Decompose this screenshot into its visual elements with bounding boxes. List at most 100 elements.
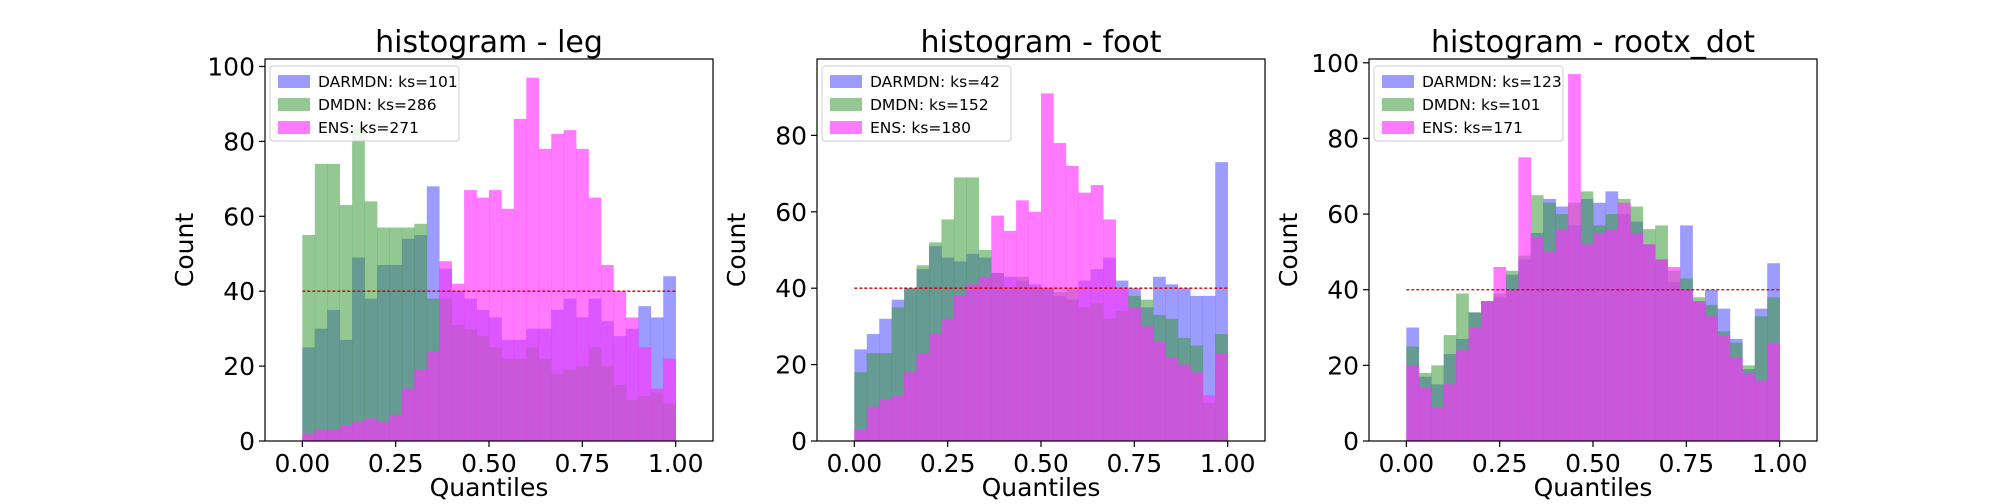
bar xyxy=(1190,372,1204,441)
x-tick-label: 0.25 xyxy=(368,449,424,478)
y-tick-label: 40 xyxy=(223,277,255,306)
bar xyxy=(314,163,328,442)
bar xyxy=(339,426,353,441)
bar xyxy=(1754,380,1768,441)
legend-swatch xyxy=(830,121,862,134)
y-tick-label: 80 xyxy=(1327,124,1359,153)
bar xyxy=(1165,356,1179,441)
bar xyxy=(891,395,905,441)
y-tick-label: 60 xyxy=(223,202,255,231)
y-tick-label: 40 xyxy=(775,274,807,303)
y-tick-label: 20 xyxy=(1327,351,1359,380)
bar xyxy=(1667,267,1681,441)
bar xyxy=(1153,341,1166,441)
y-tick-label: 0 xyxy=(791,427,807,456)
x-tick-label: 0.25 xyxy=(920,449,976,478)
legend-swatch xyxy=(830,98,862,111)
bar xyxy=(1202,395,1216,441)
y-tick-label: 60 xyxy=(1327,200,1359,229)
bar xyxy=(401,388,415,441)
bar xyxy=(551,133,564,441)
bar xyxy=(401,227,415,441)
histogram-panel-foot: histogram - foot Quantiles Count 0.00 0.2… xyxy=(722,25,1266,502)
legend-entry: DMDN: ks=286 xyxy=(318,96,437,114)
bar xyxy=(1729,357,1743,441)
bar xyxy=(1530,236,1544,441)
bar xyxy=(1593,232,1606,441)
bar xyxy=(1443,384,1457,441)
legend-entry: DMDN: ks=101 xyxy=(1422,96,1541,114)
x-tick-label: 0.75 xyxy=(1106,449,1162,478)
x-tick-label: 0.50 xyxy=(461,449,517,478)
bar xyxy=(1456,350,1469,441)
bar xyxy=(1617,202,1631,441)
bar xyxy=(1767,342,1780,441)
x-tick-label: 0.75 xyxy=(1658,449,1714,478)
bar xyxy=(1406,365,1420,441)
bar xyxy=(1103,219,1116,441)
bar xyxy=(613,291,627,441)
bar xyxy=(1705,316,1718,441)
bar xyxy=(1580,244,1594,441)
y-tick-label: 80 xyxy=(775,121,807,150)
y-tick-label: 80 xyxy=(223,127,255,156)
bar xyxy=(314,429,328,441)
bar xyxy=(625,317,639,441)
legend-swatch xyxy=(278,98,310,111)
legend-entry: DARMDN: ks=123 xyxy=(1422,73,1562,91)
bar xyxy=(904,372,917,441)
bar xyxy=(663,358,676,441)
x-tick-label: 0.00 xyxy=(826,449,882,478)
bar xyxy=(1692,301,1706,441)
bar xyxy=(1642,244,1656,441)
chart-title: histogram - rootx_dot xyxy=(1431,25,1755,60)
y-tick-label: 20 xyxy=(775,351,807,380)
bar xyxy=(650,388,664,441)
bar xyxy=(489,190,502,441)
bar xyxy=(377,227,390,441)
bar xyxy=(426,351,440,441)
bar xyxy=(879,398,892,441)
legend-entry: DARMDN: ks=101 xyxy=(318,73,458,91)
histogram-panel-rootx-dot: histogram - rootx_dot Quantiles Count 0.… xyxy=(1274,25,1818,502)
y-axis-label: Count xyxy=(1274,213,1303,287)
bar xyxy=(1215,353,1228,441)
x-axis-label: Quantiles xyxy=(430,473,549,502)
bar xyxy=(364,418,378,441)
bar xyxy=(1140,326,1154,441)
bar xyxy=(588,197,602,441)
bar xyxy=(1003,230,1017,441)
bar xyxy=(929,334,942,441)
bar xyxy=(1028,211,1042,441)
bar xyxy=(501,208,515,441)
bar xyxy=(476,197,490,441)
bar xyxy=(576,148,589,441)
x-tick-label: 0.50 xyxy=(1565,449,1621,478)
bar xyxy=(414,369,428,441)
legend-swatch xyxy=(278,75,310,88)
bar xyxy=(1115,288,1129,441)
bar xyxy=(389,227,403,441)
bar xyxy=(978,276,992,441)
legend-swatch xyxy=(278,121,310,134)
legend-box xyxy=(269,65,460,142)
x-tick-label: 1.00 xyxy=(648,449,704,478)
bar xyxy=(1065,165,1079,441)
x-tick-label: 1.00 xyxy=(1752,449,1808,478)
bar xyxy=(1481,301,1494,441)
bar xyxy=(1680,289,1693,441)
x-tick-label: 0.25 xyxy=(1472,449,1528,478)
bar xyxy=(327,163,340,442)
histogram-panel-leg: histogram - leg Quantiles Count 0.00 0.25… xyxy=(170,25,714,502)
legend-entry: ENS: ks=171 xyxy=(1422,119,1523,137)
legend-swatch xyxy=(1382,98,1414,111)
chart-title: histogram - foot xyxy=(920,25,1161,60)
bar xyxy=(526,77,540,441)
legend-swatch xyxy=(1382,75,1414,88)
bar xyxy=(1505,289,1519,441)
bar xyxy=(464,190,477,441)
legend-entry: ENS: ks=271 xyxy=(318,119,419,137)
y-tick-label: 0 xyxy=(239,427,255,456)
bar xyxy=(1568,74,1581,441)
